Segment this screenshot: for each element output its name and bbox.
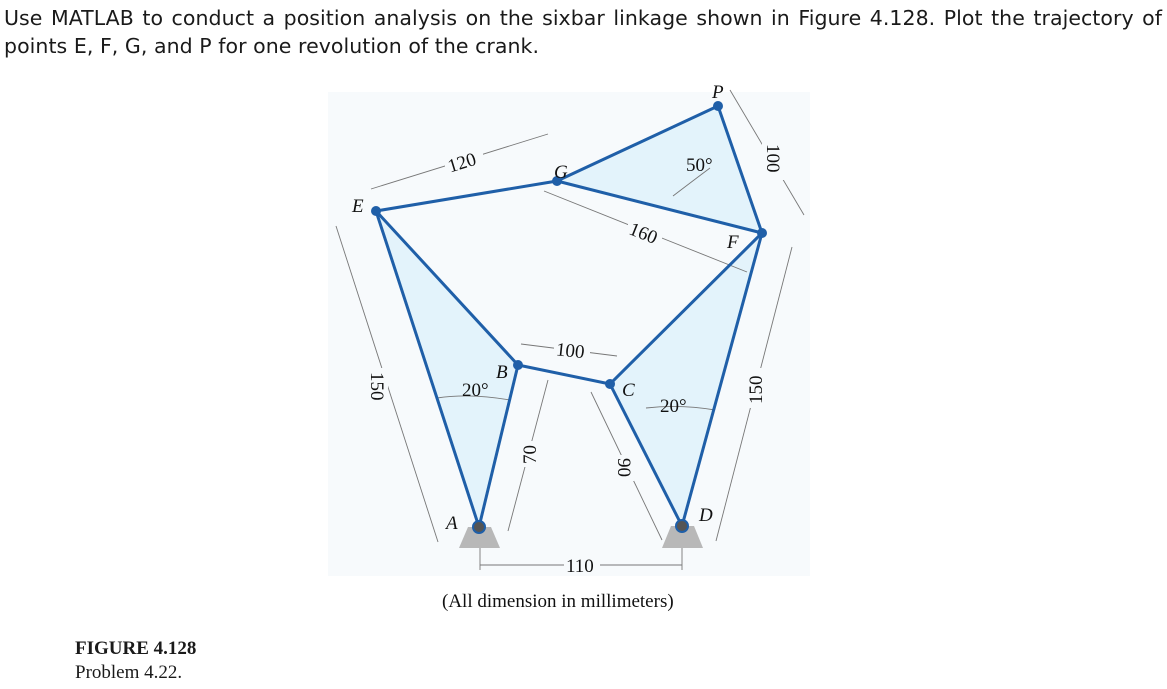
label-b: B — [496, 362, 508, 383]
angle-p: 50° — [686, 155, 713, 176]
dim-cd: 90 — [613, 458, 634, 477]
joint-c — [605, 379, 615, 389]
triangle-d-f-c — [610, 233, 762, 526]
label-c: C — [622, 380, 635, 401]
joint-e — [371, 206, 381, 216]
dim-ad: 110 — [566, 556, 594, 577]
figure-caption-sub: Problem 4.22. — [75, 662, 183, 683]
problem-statement: Use MATLAB to conduct a position analysi… — [4, 6, 1162, 58]
dim-ae: 150 — [366, 372, 387, 401]
dim-bc: 100 — [555, 339, 586, 363]
dim-df: 150 — [746, 376, 767, 405]
dim-ab: 70 — [520, 445, 541, 464]
joint-f — [757, 228, 767, 238]
dim-pf: 100 — [762, 144, 783, 173]
label-g: G — [554, 162, 568, 183]
angle-a: 20° — [462, 380, 489, 401]
joint-d — [675, 519, 689, 533]
joint-g — [552, 176, 562, 186]
figure-caption-title: FIGURE 4.128 — [75, 638, 197, 659]
joint-b — [513, 360, 523, 370]
joint-a — [472, 520, 486, 534]
label-f: F — [726, 232, 739, 253]
angle-d: 20° — [660, 396, 687, 417]
units-note: (All dimension in millimeters) — [442, 591, 674, 612]
label-d: D — [698, 505, 713, 526]
joint-p — [713, 101, 723, 111]
label-p: P — [711, 82, 724, 103]
joint-markers — [371, 101, 767, 534]
ground-support-a — [459, 527, 500, 548]
triangle-a-e-b — [376, 211, 518, 527]
label-e: E — [351, 196, 364, 217]
triangle-g-p-f — [557, 106, 762, 233]
label-a: A — [444, 513, 458, 534]
ground-support-d — [662, 526, 703, 548]
